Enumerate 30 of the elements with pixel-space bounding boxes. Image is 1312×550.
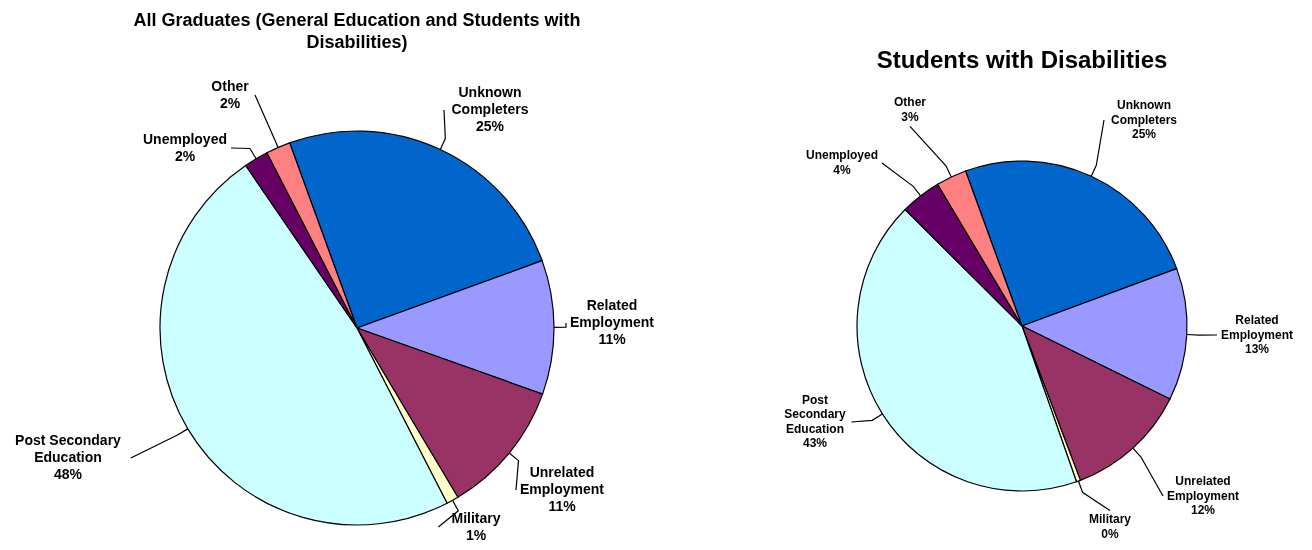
data-label: 2% xyxy=(174,147,196,164)
slice-label: Related Employment xyxy=(1220,313,1294,342)
chart-title: Students with Disabilities xyxy=(876,46,1168,73)
slice-label: Unknown Completers xyxy=(451,84,529,118)
data-label: 2% xyxy=(219,94,241,111)
slice-label: Unrelated Employment xyxy=(519,464,605,498)
data-label: 43% xyxy=(802,436,828,451)
data-label: 0% xyxy=(1101,526,1119,541)
slice-label: Post Secondary Education xyxy=(15,432,122,466)
slice-label: Unknown Completers xyxy=(1110,98,1178,127)
slice-label: Other xyxy=(893,95,927,110)
slice-label: Unemployed xyxy=(805,148,879,163)
slice-label: Military xyxy=(1088,512,1132,527)
slice-label: Post Secondary Education xyxy=(784,393,847,436)
data-label: 4% xyxy=(833,162,851,177)
data-label: 3% xyxy=(901,109,919,124)
slice-label: Other xyxy=(211,77,250,94)
data-label: 25% xyxy=(475,118,505,134)
chart-title: All Graduates (General Education and Students with Disabilities) xyxy=(133,10,581,52)
data-label: 12% xyxy=(1190,503,1216,517)
data-label: 1% xyxy=(465,526,487,543)
data-label: 11% xyxy=(548,498,577,514)
slice-label: Military xyxy=(451,509,501,526)
data-label: 13% xyxy=(1244,342,1270,356)
data-label: 25% xyxy=(1131,127,1157,141)
slice-label: Related Employment xyxy=(569,297,655,331)
data-label: 48% xyxy=(53,466,83,482)
slice-label: Unrelated Employment xyxy=(1166,474,1240,503)
slice-label: Unemployed xyxy=(142,130,228,147)
data-label: 11% xyxy=(598,331,627,347)
